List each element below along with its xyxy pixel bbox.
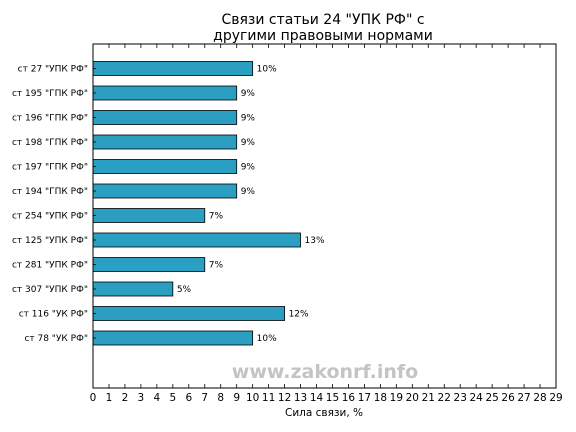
value-label-5: 9% (241, 187, 256, 197)
x-tick-label-19: 19 (390, 392, 403, 404)
x-tick-label-7: 7 (201, 392, 208, 404)
plot-frame (92, 43, 557, 389)
x-tick-label-23: 23 (454, 392, 467, 404)
bars-group (92, 61, 301, 346)
value-label-2: 9% (241, 114, 256, 124)
value-label-3: 9% (241, 138, 256, 148)
x-tick-label-4: 4 (154, 392, 161, 404)
x-ticks-group: 0 1 2 3 4 5 6 7 8 9 10 11 12 13 14 15 16 17 18 19 20 21 22 23 24… (90, 44, 563, 404)
bar-3 (92, 134, 238, 150)
x-tick-label-6: 6 (185, 392, 192, 404)
bar-5 (92, 183, 238, 199)
x-tick-label-10: 10 (246, 392, 259, 404)
x-tick-label-11: 11 (262, 392, 275, 404)
value-label-11: 10% (257, 334, 277, 344)
value-label-8: 7% (209, 261, 224, 271)
x-tick-label-28: 28 (533, 392, 546, 404)
bar-11 (92, 330, 254, 346)
x-tick-label-8: 8 (217, 392, 224, 404)
x-tick-label-17: 17 (358, 392, 371, 404)
bar-0 (92, 61, 254, 76)
x-tick-label-12: 12 (278, 392, 291, 404)
category-label-7: ст 125 "УПК РФ" (12, 236, 88, 246)
x-tick-label-2: 2 (122, 392, 129, 404)
value-labels-group: 10% 9% 9% 9% 9% 9% 7% 13% 7% 5% 12% 10% (177, 65, 325, 345)
x-tick-label-15: 15 (326, 392, 339, 404)
category-label-10: ст 116 "УК РФ" (19, 310, 88, 320)
x-tick-label-3: 3 (138, 392, 145, 404)
x-tick-label-9: 9 (233, 392, 240, 404)
x-tick-label-5: 5 (169, 392, 176, 404)
bar-9 (92, 281, 174, 297)
category-labels-group: ст 27 "УПК РФ" ст 195 "ГПК РФ" ст 196 "ГПК… (12, 65, 88, 345)
bar-8 (92, 257, 206, 272)
x-tick-label-25: 25 (485, 392, 498, 404)
category-label-11: ст 78 "УК РФ" (24, 334, 88, 344)
x-tick-label-21: 21 (422, 392, 435, 404)
category-label-6: ст 254 "УПК РФ" (12, 212, 88, 222)
x-tick-label-0: 0 (90, 392, 97, 404)
x-tick-label-14: 14 (310, 392, 324, 404)
value-label-0: 10% (257, 65, 277, 75)
x-tick-label-22: 22 (438, 392, 451, 404)
bar-7 (92, 232, 301, 248)
category-label-9: ст 307 "УПК РФ" (12, 285, 88, 295)
x-tick-label-24: 24 (469, 392, 483, 404)
bar-2 (92, 110, 238, 125)
category-label-8: ст 281 "УПК РФ" (12, 261, 88, 271)
value-label-10: 12% (289, 310, 309, 320)
x-tick-label-16: 16 (342, 392, 356, 404)
bar-4 (92, 159, 238, 174)
x-tick-label-26: 26 (501, 392, 515, 404)
bar-6 (92, 208, 206, 223)
category-label-0: ст 27 "УПК РФ" (18, 65, 88, 75)
category-label-4: ст 197 "ГПК РФ" (12, 163, 88, 173)
x-tick-label-1: 1 (106, 392, 113, 404)
category-label-2: ст 196 "ГПК РФ" (12, 114, 88, 124)
value-label-6: 7% (209, 212, 224, 222)
x-tick-label-13: 13 (294, 392, 307, 404)
chart-title-line-1: Связи статьи 24 "УПК РФ" с (221, 12, 424, 28)
watermark: www.zakonrf.info (232, 361, 418, 383)
x-tick-label-27: 27 (517, 392, 530, 404)
category-label-5: ст 194 "ГПК РФ" (12, 187, 88, 197)
chart-title-line-2: другими правовыми нормами (213, 28, 433, 44)
value-label-4: 9% (241, 163, 256, 173)
x-tick-label-29: 29 (549, 392, 562, 404)
category-label-1: ст 195 "ГПК РФ" (12, 89, 88, 99)
x-axis-label: Сила связи, % (285, 407, 363, 419)
category-label-3: ст 198 "ГПК РФ" (12, 138, 88, 148)
x-tick-label-20: 20 (406, 392, 419, 404)
bar-1 (92, 85, 238, 101)
value-label-9: 5% (177, 285, 192, 295)
bar-10 (92, 306, 285, 321)
value-label-7: 13% (305, 236, 325, 246)
value-label-1: 9% (241, 89, 256, 99)
x-tick-label-18: 18 (374, 392, 387, 404)
